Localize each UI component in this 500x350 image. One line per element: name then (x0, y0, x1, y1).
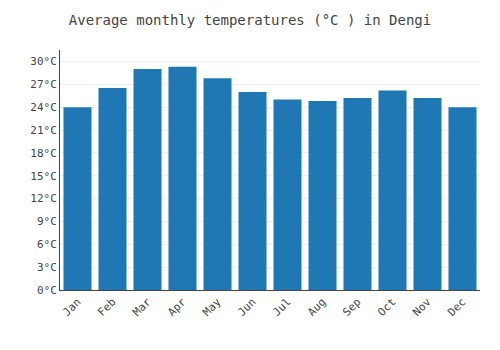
svg-text:May: May (200, 295, 224, 319)
svg-text:Jan: Jan (60, 296, 83, 319)
svg-text:Mar: Mar (130, 295, 154, 319)
svg-text:27°C: 27°C (30, 78, 57, 91)
svg-text:21°C: 21°C (30, 124, 57, 137)
svg-text:6°C: 6°C (37, 238, 57, 251)
svg-text:Aug: Aug (305, 296, 328, 319)
svg-text:Sep: Sep (340, 296, 363, 319)
svg-text:15°C: 15°C (30, 170, 57, 183)
svg-text:9°C: 9°C (37, 215, 57, 228)
svg-text:Jul: Jul (270, 296, 293, 319)
svg-text:Apr: Apr (165, 295, 189, 319)
svg-text:0°C: 0°C (37, 284, 57, 297)
svg-text:12°C: 12°C (30, 192, 57, 205)
svg-text:Feb: Feb (95, 296, 118, 319)
svg-text:Average monthly temperatures (: Average monthly temperatures (°C ) in De… (69, 12, 431, 28)
svg-text:Oct: Oct (375, 296, 398, 319)
svg-text:30°C: 30°C (30, 55, 57, 68)
svg-text:3°C: 3°C (37, 261, 57, 274)
svg-text:Nov: Nov (410, 295, 434, 319)
svg-text:24°C: 24°C (30, 101, 57, 114)
svg-text:Dec: Dec (445, 296, 468, 319)
svg-text:Jun: Jun (235, 296, 258, 319)
svg-text:18°C: 18°C (30, 147, 57, 160)
